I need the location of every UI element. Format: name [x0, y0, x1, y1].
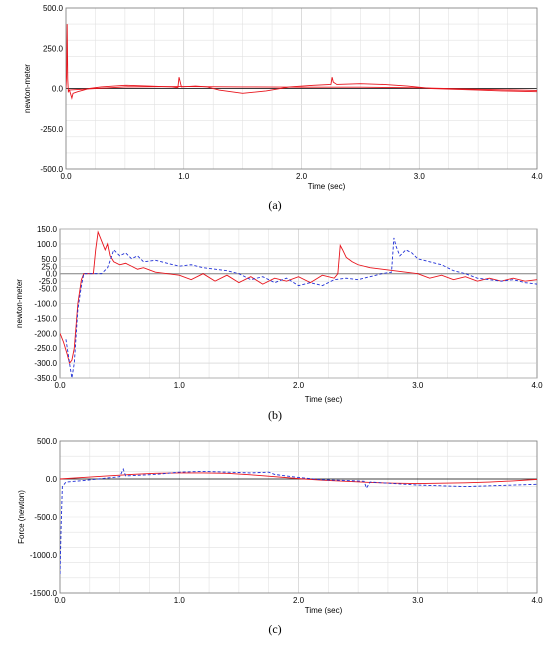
x-tick-label: 1.0	[174, 381, 186, 390]
y-tick-label: 25.0	[41, 262, 57, 271]
y-tick-label: -150.0	[34, 314, 57, 323]
x-tick-label: 3.0	[412, 596, 424, 605]
y-tick-label: -1500.0	[30, 589, 58, 598]
x-axis-label: Time (sec)	[305, 606, 343, 615]
y-axis-label: newton-meter	[15, 279, 24, 328]
x-tick-label: 2.0	[293, 596, 305, 605]
x-tick-label: 3.0	[412, 381, 424, 390]
y-tick-label: 0.0	[52, 85, 64, 94]
x-tick-label: 1.0	[174, 596, 186, 605]
y-tick-label: 500.0	[43, 4, 64, 13]
chart-panel-c: 500.00.0-500.0-1000.0-1500.00.0 1.0 2.0 3.0…	[17, 437, 543, 636]
y-tick-label: -250.0	[40, 125, 63, 134]
series-line-solid	[68, 86, 537, 91]
panel-caption: (c)	[268, 622, 281, 636]
y-tick-label: 0.0	[46, 270, 58, 279]
y-tick-label: 100.0	[37, 240, 58, 249]
y-tick-label: -100.0	[34, 300, 57, 309]
x-tick-label: 0.0	[54, 596, 66, 605]
y-tick-label: -250.0	[34, 344, 57, 353]
series-line-solid	[60, 472, 537, 485]
y-axis-label: newton-meter	[23, 64, 32, 113]
series-line-dashed	[60, 467, 537, 575]
y-tick-label: 500.0	[37, 437, 58, 446]
x-axis-label: Time (sec)	[305, 395, 343, 404]
y-tick-label: -1000.0	[30, 551, 58, 560]
y-tick-label: -50.0	[39, 285, 58, 294]
x-tick-label: 0.0	[60, 172, 72, 181]
x-tick-label: 2.0	[293, 381, 305, 390]
x-tick-label: 4.0	[531, 172, 543, 181]
y-tick-label: -500.0	[34, 513, 57, 522]
y-tick-label: -350.0	[34, 374, 57, 383]
chart-panel-b: 150.0100.050.025.00.0-25.0-50.0-100.0-15…	[15, 225, 543, 422]
y-tick-label: 50.0	[41, 255, 57, 264]
y-tick-label: 150.0	[37, 225, 58, 234]
y-tick-label: 250.0	[43, 44, 64, 53]
y-tick-label: -500.0	[40, 165, 63, 174]
x-tick-label: 0.0	[54, 381, 66, 390]
plot-frame	[59, 440, 538, 594]
y-axis-label: Force (newton)	[17, 490, 26, 544]
series-line-dashed	[65, 237, 537, 378]
panel-caption: (a)	[268, 198, 281, 212]
x-tick-label: 4.0	[531, 381, 543, 390]
x-axis-label: Time (sec)	[308, 182, 346, 191]
series-line-solid	[60, 230, 537, 365]
x-tick-label: 4.0	[531, 596, 543, 605]
x-tick-label: 3.0	[414, 172, 426, 181]
y-tick-label: -200.0	[34, 329, 57, 338]
y-tick-label: -300.0	[34, 359, 57, 368]
y-tick-label: 0.0	[46, 475, 58, 484]
panel-caption: (b)	[268, 408, 282, 422]
x-tick-label: 1.0	[178, 172, 190, 181]
y-tick-label: -25.0	[39, 277, 58, 286]
x-tick-label: 2.0	[296, 172, 308, 181]
